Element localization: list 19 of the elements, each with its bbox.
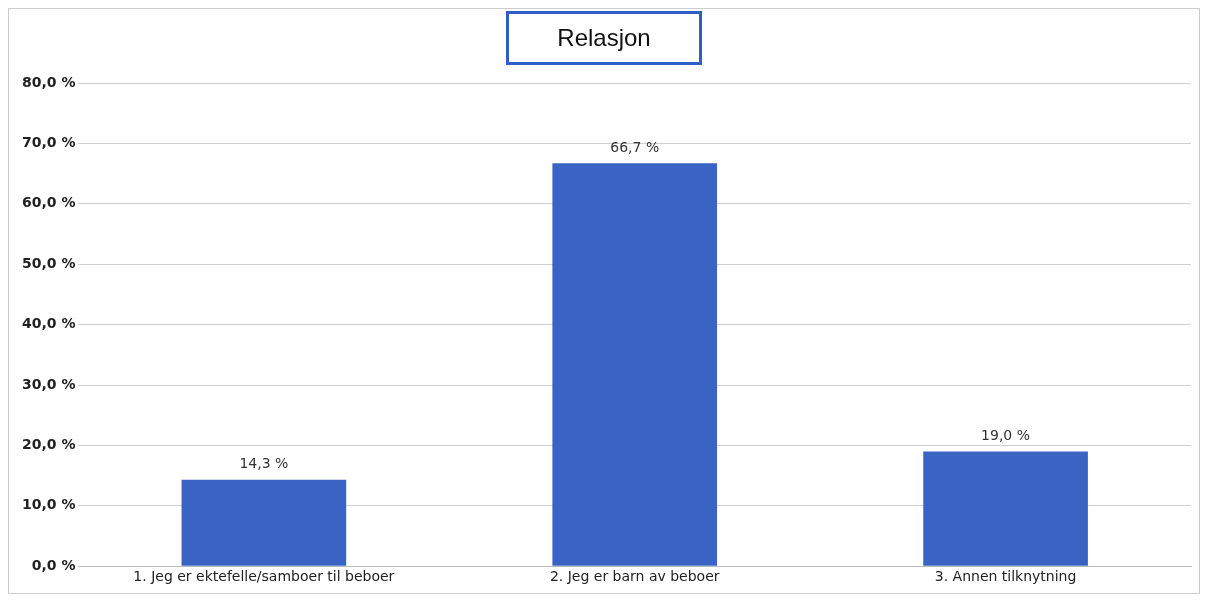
y-tick-label: 60,0 %	[21, 194, 76, 211]
y-tick-label: 30,0 %	[21, 375, 76, 392]
y-tick-label: 0,0 %	[31, 556, 76, 573]
data-label: 14,3 %	[239, 455, 289, 472]
y-tick-label: 80,0 %	[21, 73, 76, 90]
y-tick-label: 10,0 %	[21, 496, 76, 513]
x-tick-label: 2. Jeg er barn av beboer	[549, 568, 720, 585]
bar	[923, 451, 1088, 566]
x-tick-label: 3. Annen tilknytning	[934, 568, 1077, 585]
x-tick-label: 1. Jeg er ektefelle/samboer til beboer	[133, 568, 395, 585]
chart-title: Relasjon	[506, 11, 702, 65]
y-tick-label: 20,0 %	[21, 436, 76, 453]
y-tick-label: 70,0 %	[21, 134, 76, 151]
y-tick-label: 50,0 %	[21, 254, 76, 271]
bar	[552, 163, 718, 566]
bar	[181, 479, 347, 566]
data-label: 19,0 %	[981, 427, 1031, 444]
y-tick-label: 40,0 %	[21, 315, 76, 332]
data-label: 66,7 %	[610, 138, 660, 155]
